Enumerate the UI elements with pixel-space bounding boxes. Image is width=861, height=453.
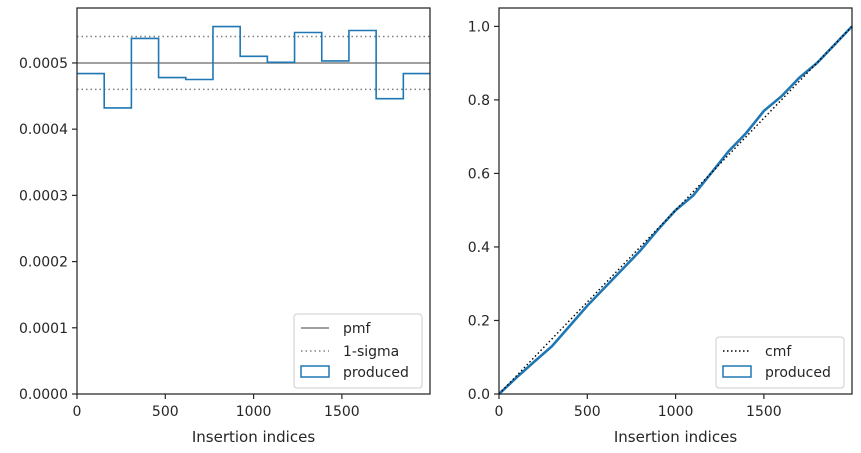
legend-label-produced: produced xyxy=(343,365,409,381)
cmf-x-tick-label: 1500 xyxy=(746,404,782,420)
cmf-line xyxy=(498,25,853,395)
pmf-x-axis-label: Insertion indices xyxy=(192,428,315,446)
legend-swatch-produced xyxy=(300,365,330,378)
pmf-y-tick-label: 0.0000 xyxy=(19,387,68,403)
pmf-x-tick-label: 1000 xyxy=(236,404,272,420)
cmf-y-tick-label: 0.4 xyxy=(468,240,490,256)
legend-label-produced-cmf: produced xyxy=(765,365,831,381)
pmf-legend-box xyxy=(293,313,423,389)
pmf-y-tick-label: 0.0004 xyxy=(19,122,68,138)
pmf-y-tick-label: 0.0003 xyxy=(19,188,68,204)
pmf-y-tick-label: 0.0005 xyxy=(19,56,68,72)
cmf-panel: 0 500 1000 1500 0.0 0.2 0.4 0.6 0.8 1.0 Insertion… xyxy=(468,7,853,446)
pmf-panel: 0 500 1000 1500 0.0000 0.0001 0.0002 0.0003 0.00… xyxy=(19,7,431,446)
legend-label-pmf: pmf xyxy=(343,321,372,337)
cmf-x-tick-label: 0 xyxy=(495,404,504,420)
legend-label-cmf: cmf xyxy=(765,344,792,360)
cmf-x-axis-label: Insertion indices xyxy=(614,428,737,446)
cmf-y-tick-label: 0.6 xyxy=(468,166,490,182)
produced-cmf-series xyxy=(498,25,853,395)
pmf-y-tick-label: 0.0002 xyxy=(19,255,68,271)
cmf-y-tick-label: 0.8 xyxy=(468,93,490,109)
produced-step-series xyxy=(77,25,430,109)
pmf-y-tick-label: 0.0001 xyxy=(19,321,68,337)
legend-label-sigma: 1-sigma xyxy=(343,344,399,360)
pmf-legend: pmf 1-sigma produced xyxy=(293,313,423,389)
pmf-x-tick-label: 500 xyxy=(152,404,179,420)
pmf-x-tick-label: 0 xyxy=(73,404,82,420)
pmf-x-tick-label: 1500 xyxy=(324,404,360,420)
cmf-y-tick-label: 0.0 xyxy=(468,387,490,403)
cmf-y-tick-label: 0.2 xyxy=(468,313,490,329)
cmf-axes-frame xyxy=(498,7,853,395)
cmf-legend-box xyxy=(715,336,845,389)
cmf-x-tick-label: 500 xyxy=(574,404,601,420)
pmf-axes-frame xyxy=(76,7,431,395)
cmf-legend: cmf produced xyxy=(715,336,845,389)
legend-swatch-produced-cmf xyxy=(722,365,752,378)
cmf-y-tick-label: 1.0 xyxy=(468,19,490,35)
cmf-x-tick-label: 1000 xyxy=(658,404,694,420)
